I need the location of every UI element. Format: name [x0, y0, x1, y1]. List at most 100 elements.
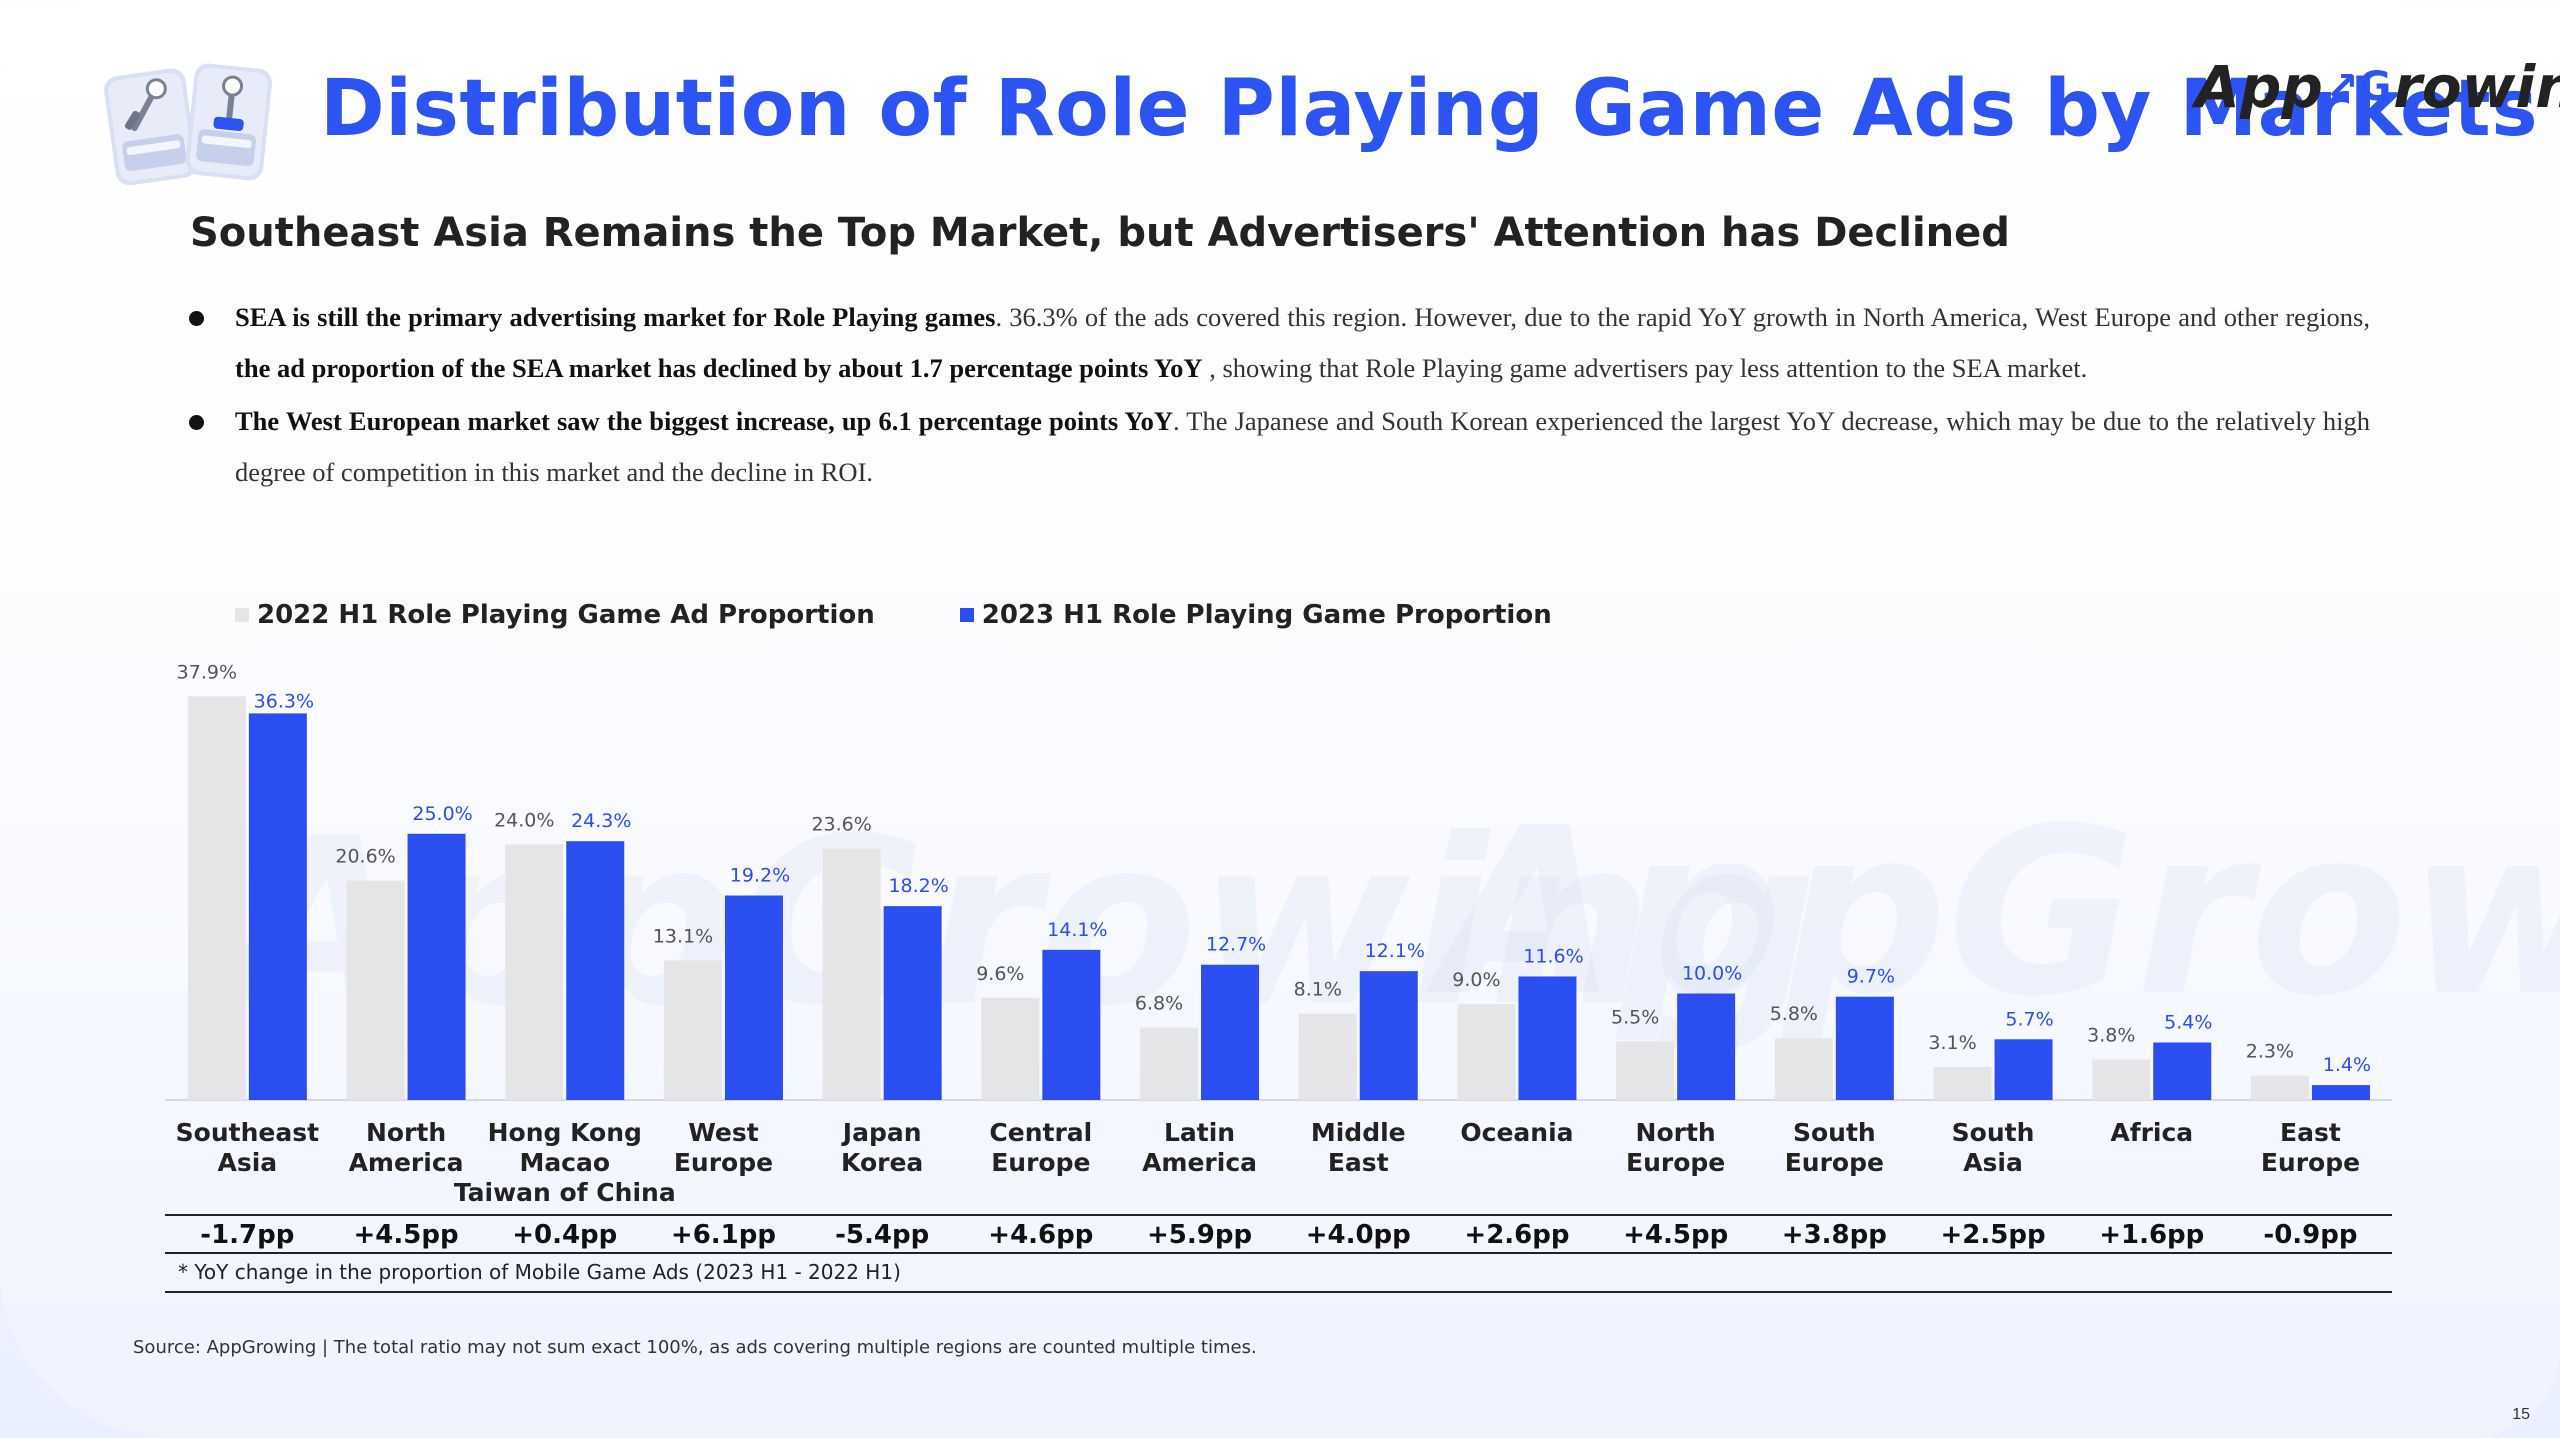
bar-2023 [1677, 993, 1736, 1100]
bar-2022 [505, 844, 564, 1100]
bar-2023 [566, 841, 625, 1100]
data-label-2022: 9.6% [976, 963, 1024, 985]
x-tick-label: America [1142, 1148, 1257, 1177]
data-label-2022: 5.5% [1611, 1006, 1659, 1028]
x-tick-label: Macao [519, 1148, 610, 1177]
yoy-change-value: +1.6pp [2099, 1220, 2204, 1250]
x-tick-label: Europe [1626, 1148, 1725, 1177]
x-tick-label: South [1793, 1118, 1876, 1147]
bar-2022 [1616, 1041, 1675, 1100]
data-label-2022: 3.1% [1928, 1032, 1976, 1054]
appgrowing-logo: App↗Growing [2195, 53, 2560, 121]
bar-2023 [1042, 949, 1101, 1100]
chart-legend: 2022 H1 Role Playing Game Ad Proportion … [235, 600, 1552, 630]
x-tick-label: South [1952, 1118, 2035, 1147]
legend-swatch-2023 [959, 608, 974, 622]
bar-2023 [724, 895, 783, 1100]
bar-2022 [1933, 1066, 1992, 1100]
data-label-2023: 5.4% [2164, 1011, 2212, 1033]
x-tick-label: West [688, 1118, 759, 1147]
bar-2022 [1298, 1013, 1357, 1100]
legend-swatch-2022 [235, 608, 249, 622]
data-label-2023: 12.7% [1206, 934, 1266, 956]
data-label-2022: 37.9% [177, 661, 237, 683]
bar-2022 [1457, 1004, 1516, 1100]
yoy-change-value: +2.5pp [1941, 1220, 2046, 1250]
bar-2023 [2153, 1042, 2212, 1100]
bar-2022 [187, 696, 246, 1100]
x-tick-label: Hong Kong [488, 1118, 642, 1147]
bar-2022 [2092, 1059, 2151, 1100]
x-tick-label: East [1328, 1148, 1389, 1177]
yoy-change-value: +4.0pp [1306, 1220, 1411, 1250]
data-label-2022: 23.6% [811, 814, 871, 836]
yoy-change-value: +4.5pp [354, 1220, 459, 1250]
bullet-item: SEA is still the primary advertising mar… [185, 292, 2370, 394]
x-tick-label: Europe [1785, 1148, 1884, 1177]
bar-2023 [1518, 976, 1577, 1100]
yoy-change-value: -0.9pp [2263, 1220, 2357, 1250]
legend-item-2023: 2023 H1 Role Playing Game Proportion [959, 600, 1552, 630]
x-tick-label: Japan [841, 1118, 922, 1147]
x-tick-label: East [2280, 1118, 2341, 1147]
x-tick-label: Middle [1311, 1118, 1406, 1147]
data-label-2022: 24.0% [494, 809, 554, 831]
x-tick-label: Korea [841, 1148, 923, 1177]
legend-item-2022: 2022 H1 Role Playing Game Ad Proportion [235, 600, 875, 630]
bar-2023 [1835, 996, 1894, 1100]
yoy-change-value: +3.8pp [1782, 1220, 1887, 1250]
x-tick-label: Latin [1164, 1118, 1235, 1147]
bar-2023 [248, 713, 307, 1100]
page-title: Distribution of Role Playing Game Ads by… [320, 64, 2539, 154]
subtitle: Southeast Asia Remains the Top Market, b… [190, 210, 2010, 256]
yoy-change-value: +5.9pp [1147, 1220, 1252, 1250]
bar-2023 [2311, 1085, 2370, 1100]
bar-2023 [1994, 1039, 2053, 1100]
data-label-2023: 10.0% [1682, 963, 1742, 985]
data-label-2022: 2.3% [2246, 1041, 2294, 1063]
x-tick-label: Africa [2110, 1118, 2193, 1147]
yoy-change-value: +0.4pp [512, 1220, 617, 1250]
yoy-footnote: * YoY change in the proportion of Mobile… [178, 1260, 901, 1284]
x-tick-label: Asia [218, 1148, 278, 1177]
data-label-2023: 1.4% [2323, 1054, 2371, 1076]
data-label-2023: 19.2% [730, 865, 790, 887]
data-label-2022: 20.6% [335, 846, 395, 868]
data-label-2022: 3.8% [2087, 1025, 2135, 1047]
game-controller-icon [104, 63, 273, 185]
x-tick-label: Central [989, 1118, 1092, 1147]
yoy-change-value: +6.1pp [671, 1220, 776, 1250]
data-label-2023: 12.1% [1365, 940, 1425, 962]
bar-2022 [663, 960, 722, 1100]
yoy-change-value: +4.5pp [1623, 1220, 1728, 1250]
bar-2023 [407, 833, 466, 1100]
x-tick-label: North [366, 1118, 446, 1147]
yoy-change-value: -5.4pp [835, 1220, 929, 1250]
data-label-2022: 13.1% [653, 925, 713, 947]
page-number: 15 [2512, 1406, 2530, 1423]
data-label-2023: 14.1% [1047, 919, 1107, 941]
data-label-2022: 8.1% [1294, 979, 1342, 1001]
x-tick-label: Southeast [176, 1118, 319, 1147]
x-tick-label: Europe [2261, 1148, 2360, 1177]
x-tick-label: Taiwan of China [454, 1178, 676, 1207]
bar-2022 [981, 997, 1040, 1100]
yoy-change-value: +4.6pp [988, 1220, 1093, 1250]
bar-2022 [1774, 1038, 1833, 1100]
data-label-2023: 36.3% [254, 690, 314, 712]
data-label-2022: 5.8% [1770, 1003, 1818, 1025]
x-tick-label: Europe [674, 1148, 773, 1177]
yoy-change-value: -1.7pp [200, 1220, 294, 1250]
bar-2023 [1201, 964, 1260, 1100]
data-label-2022: 9.0% [1452, 969, 1500, 991]
x-tick-label: North [1636, 1118, 1716, 1147]
bullet-item: The West European market saw the biggest… [185, 396, 2370, 498]
data-label-2023: 24.3% [571, 810, 631, 832]
bar-2022 [346, 880, 405, 1100]
data-label-2023: 9.7% [1847, 966, 1895, 988]
data-label-2022: 6.8% [1135, 993, 1183, 1015]
x-tick-label: Asia [1963, 1148, 2023, 1177]
source-note: Source: AppGrowing | The total ratio may… [133, 1337, 1257, 1358]
